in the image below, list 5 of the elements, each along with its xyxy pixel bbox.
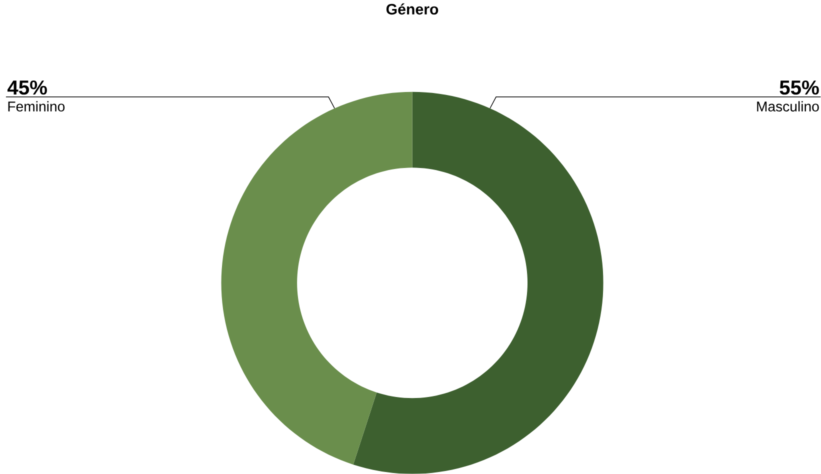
slice-label: Masculino: [757, 101, 819, 112]
slice-label: Feminino: [8, 101, 65, 112]
data-label: 55%: [780, 80, 819, 95]
data-label: 45%: [7, 80, 47, 95]
chart-title: Género: [386, 3, 438, 15]
